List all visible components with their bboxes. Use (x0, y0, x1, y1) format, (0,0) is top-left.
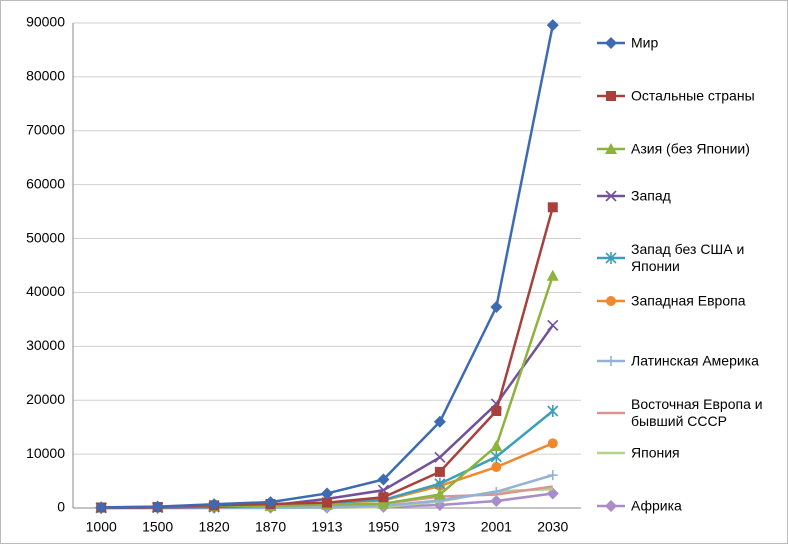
x-tick-label: 2001 (481, 519, 512, 535)
y-tick-label: 30000 (26, 337, 65, 353)
line (101, 24, 555, 509)
legend-key (597, 91, 625, 101)
legend-label: Япония (631, 444, 680, 461)
marker (605, 37, 617, 49)
x-tick-label: 1500 (142, 519, 173, 535)
marker (491, 486, 502, 497)
line (101, 275, 554, 509)
marker (151, 500, 164, 513)
marker (377, 473, 390, 486)
marker (547, 202, 558, 213)
marker (490, 494, 503, 507)
y-tick-label: 50000 (26, 229, 65, 245)
marker (606, 296, 616, 306)
series (96, 202, 558, 513)
y-tick-label: 0 (57, 499, 65, 515)
marker (433, 488, 446, 500)
marker (605, 252, 617, 264)
legend-key (597, 356, 625, 366)
x-tick-label: 1870 (255, 519, 286, 535)
marker (490, 440, 503, 452)
y-tick-label: 20000 (26, 391, 65, 407)
marker (490, 450, 502, 463)
legend-key (597, 296, 625, 306)
legend-key (597, 143, 625, 154)
marker (433, 415, 446, 428)
marker (491, 406, 502, 416)
marker (95, 501, 108, 514)
legend-key (597, 37, 625, 49)
marker (490, 300, 503, 313)
marker (434, 451, 446, 463)
marker (605, 143, 617, 154)
marker (322, 497, 332, 508)
y-tick-label: 90000 (26, 14, 65, 30)
y-tick-label: 80000 (26, 68, 65, 84)
legend-label: Африка (631, 497, 682, 514)
x-tick-label: 1913 (311, 519, 342, 535)
y-tick-label: 40000 (26, 283, 65, 299)
series (95, 319, 559, 514)
marker (547, 319, 559, 331)
marker (605, 190, 617, 202)
legend-label: Восточная Европа и бывший СССР (631, 396, 763, 429)
legend-label: Западная Европа (631, 292, 746, 309)
x-tick-label: 2030 (537, 519, 568, 535)
legend-key (597, 190, 625, 202)
marker (606, 356, 616, 366)
y-tick-label: 60000 (26, 175, 65, 191)
marker (605, 500, 617, 512)
series (95, 19, 559, 514)
line (101, 324, 554, 510)
marker (546, 269, 559, 281)
marker (434, 477, 446, 490)
marker (547, 470, 558, 481)
legend-label: Остальные страны (631, 87, 755, 104)
x-tick-label: 1950 (368, 519, 399, 535)
marker (378, 492, 389, 503)
legend-key (597, 500, 625, 512)
legend-label: Азия (без Японии) (631, 140, 750, 157)
series (95, 269, 559, 513)
marker (208, 498, 221, 511)
legend-label: Латинская Америка (631, 352, 759, 369)
marker (321, 487, 333, 500)
marker (264, 496, 277, 509)
marker (547, 405, 559, 417)
marker (547, 438, 558, 449)
x-tick-label: 1820 (199, 519, 230, 535)
marker (606, 91, 616, 101)
y-tick-label: 70000 (26, 121, 65, 137)
marker (546, 19, 559, 32)
marker (491, 462, 502, 473)
legend-label: Запад без США и Японии (631, 241, 745, 274)
legend-label: Мир (631, 34, 659, 51)
x-tick-label: 1973 (424, 519, 455, 535)
legend-key (597, 252, 625, 264)
legend-label: Запад (631, 187, 671, 204)
x-tick-label: 1000 (86, 519, 117, 535)
marker (377, 497, 390, 509)
marker (434, 466, 445, 477)
y-tick-label: 10000 (26, 445, 65, 461)
